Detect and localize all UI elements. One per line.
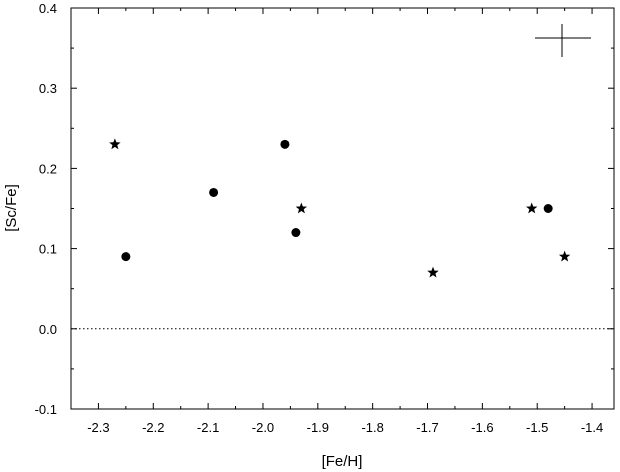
y-tick-label: 0.3 <box>39 81 57 96</box>
x-tick-label: -1.5 <box>526 420 548 435</box>
circle-point <box>291 228 301 238</box>
y-tick-label: 0.0 <box>39 322 57 337</box>
y-tick-label: 0.2 <box>39 161 57 176</box>
y-tick-label: 0.1 <box>39 242 57 257</box>
y-axis-label: [Sc/Fe] <box>3 184 20 232</box>
x-tick-label: -1.4 <box>581 420 603 435</box>
star-point <box>427 266 439 278</box>
star-point <box>526 202 538 214</box>
x-tick-label: -2.0 <box>252 420 274 435</box>
circle-point <box>543 204 553 213</box>
circle-point <box>209 187 219 197</box>
star-point <box>295 202 308 214</box>
x-tick-label: -1.6 <box>471 420 493 435</box>
star-point <box>109 138 121 150</box>
x-tick-label: -1.7 <box>416 420 438 435</box>
y-tick-label: 0.4 <box>39 1 57 16</box>
x-tick-label: -2.1 <box>197 420 219 435</box>
circle-point <box>121 252 131 262</box>
x-tick-label: -2.2 <box>142 420 164 435</box>
x-tick-label: -1.8 <box>361 420 383 435</box>
circle-point <box>280 139 290 149</box>
x-tick-label: -2.3 <box>87 420 109 435</box>
star-point <box>558 250 571 262</box>
x-axis-label: [Fe/H] <box>322 453 363 470</box>
x-tick-label: -1.9 <box>307 420 329 435</box>
y-tick-label: -0.1 <box>35 402 57 417</box>
